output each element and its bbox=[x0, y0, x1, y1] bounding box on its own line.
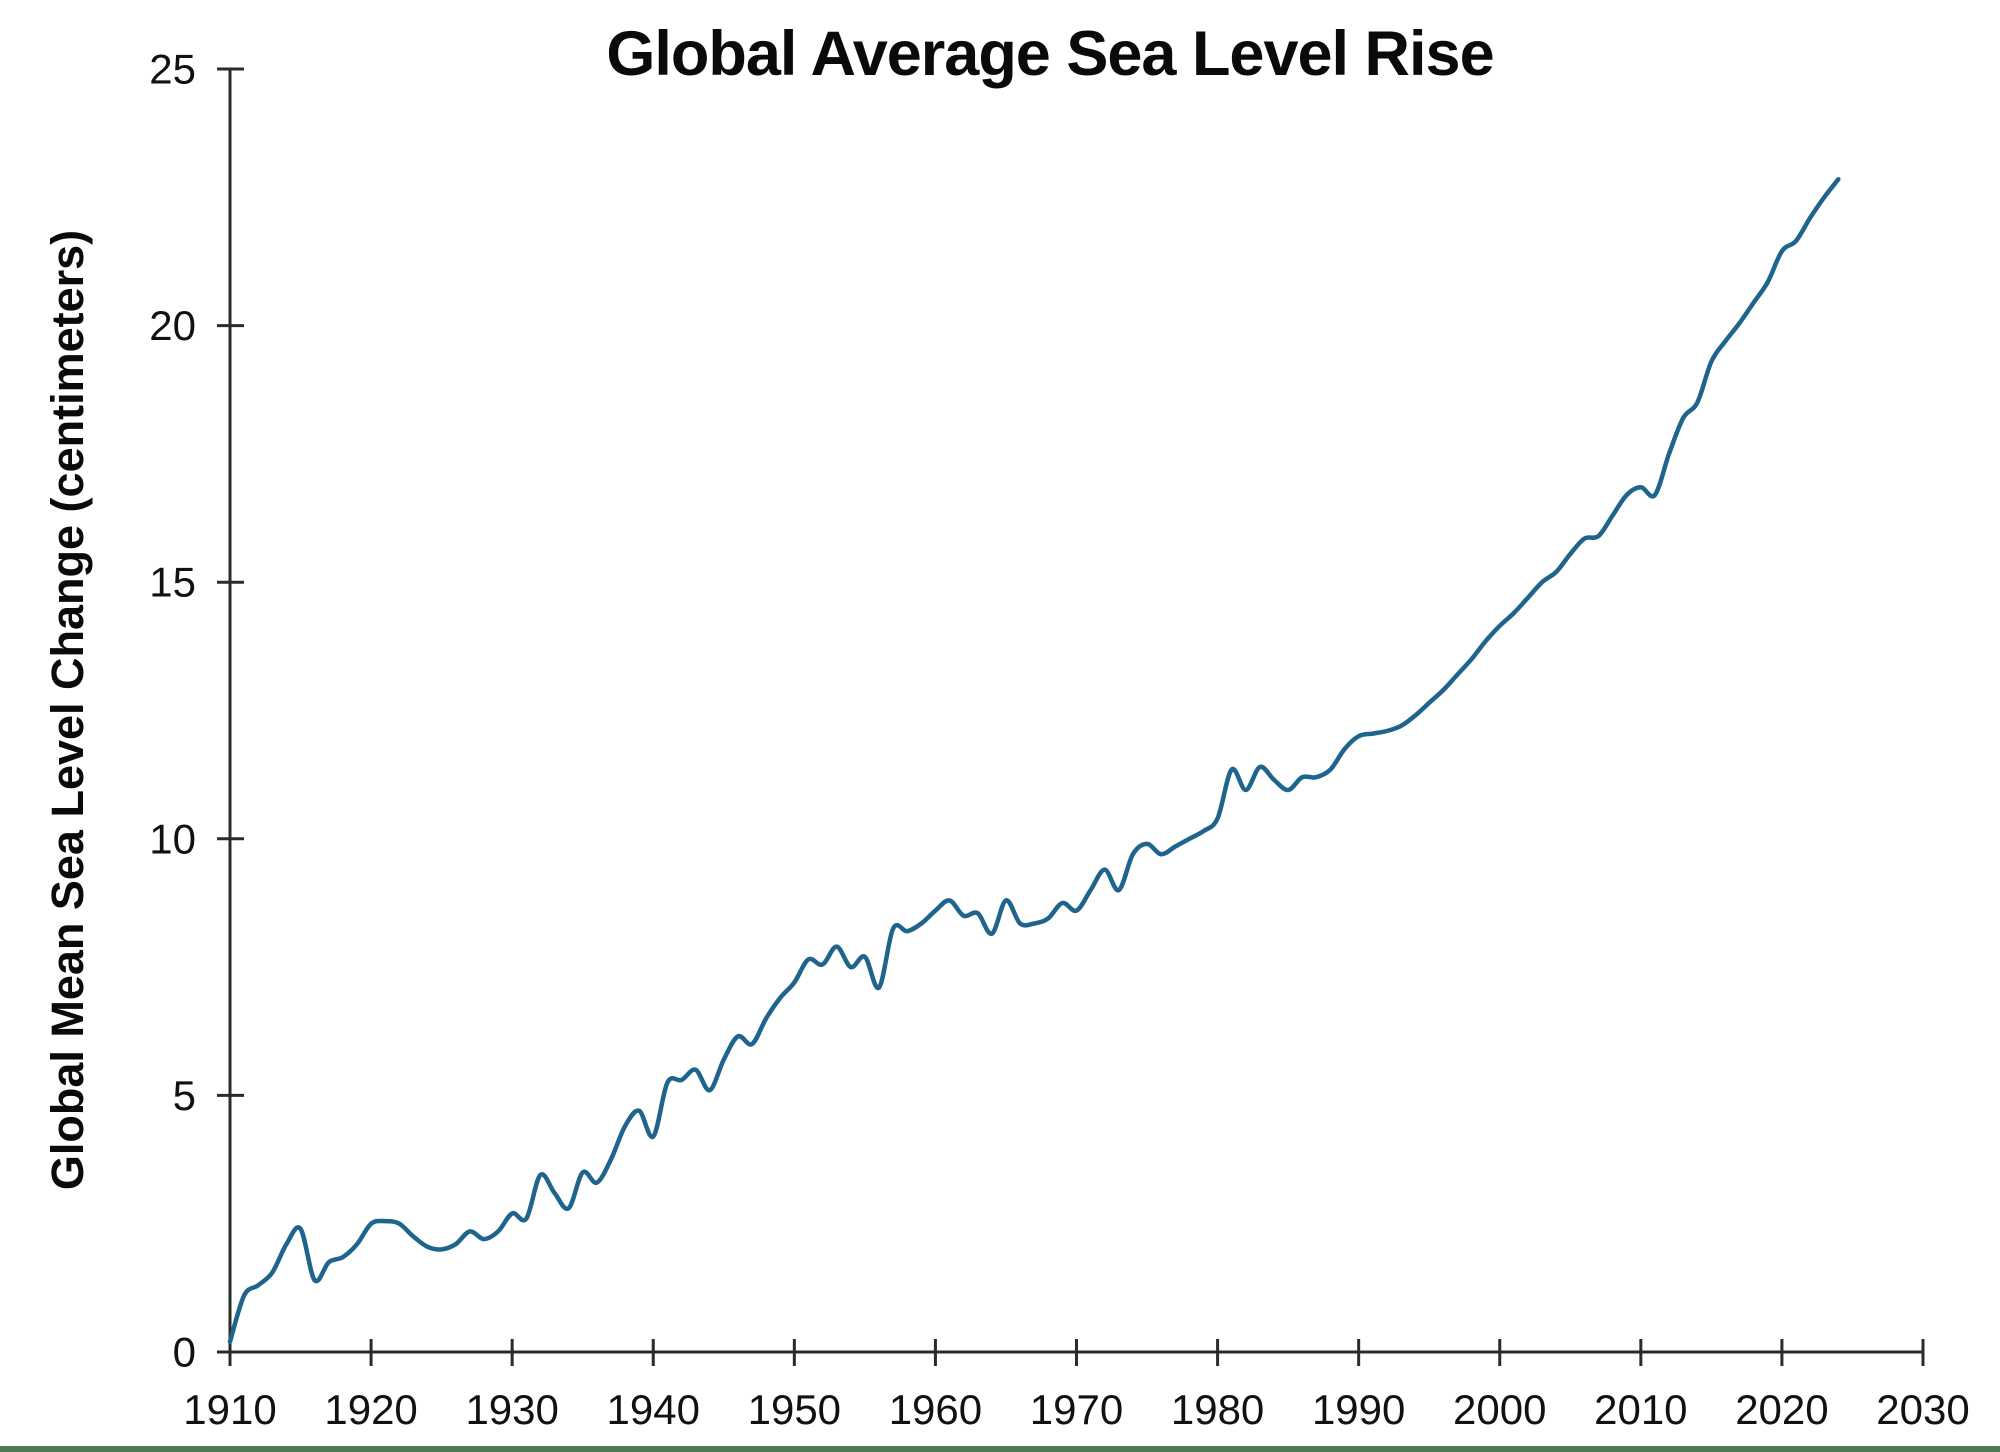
chart-title: Global Average Sea Level Rise bbox=[606, 19, 1494, 89]
footer-accent-bar bbox=[0, 1446, 2000, 1452]
x-tick-label: 1950 bbox=[748, 1386, 841, 1433]
x-tick-label: 1930 bbox=[465, 1386, 558, 1433]
y-tick-label: 5 bbox=[173, 1072, 196, 1119]
x-tick-label: 2000 bbox=[1453, 1386, 1546, 1433]
y-tick-label: 25 bbox=[149, 46, 196, 93]
x-tick-label: 1960 bbox=[889, 1386, 982, 1433]
x-tick-label: 1920 bbox=[324, 1386, 417, 1433]
y-tick-label: 20 bbox=[149, 302, 196, 349]
x-tick-label: 1980 bbox=[1171, 1386, 1264, 1433]
x-tick-label: 1940 bbox=[607, 1386, 700, 1433]
y-tick-label: 15 bbox=[149, 559, 196, 606]
sea-level-line bbox=[227, 177, 1841, 1344]
x-tick-label: 2030 bbox=[1876, 1386, 1969, 1433]
x-tick-label: 1910 bbox=[183, 1386, 276, 1433]
x-tick-label: 1970 bbox=[1030, 1386, 1123, 1433]
x-tick-label: 2010 bbox=[1594, 1386, 1687, 1433]
y-tick-label: 10 bbox=[149, 815, 196, 862]
x-tick-label: 1990 bbox=[1312, 1386, 1405, 1433]
y-tick-label: 0 bbox=[173, 1329, 196, 1376]
x-tick-label: 2020 bbox=[1735, 1386, 1828, 1433]
